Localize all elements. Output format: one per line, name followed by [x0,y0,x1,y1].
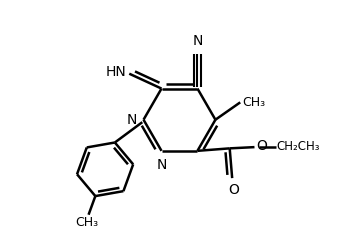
Text: N: N [127,113,137,127]
Text: CH₃: CH₃ [75,216,98,229]
Text: CH₂CH₃: CH₂CH₃ [277,140,320,153]
Text: HN: HN [106,65,127,79]
Text: N: N [156,158,167,172]
Text: CH₃: CH₃ [242,96,266,109]
Text: N: N [192,34,202,48]
Text: O: O [228,183,239,197]
Text: O: O [256,139,267,153]
